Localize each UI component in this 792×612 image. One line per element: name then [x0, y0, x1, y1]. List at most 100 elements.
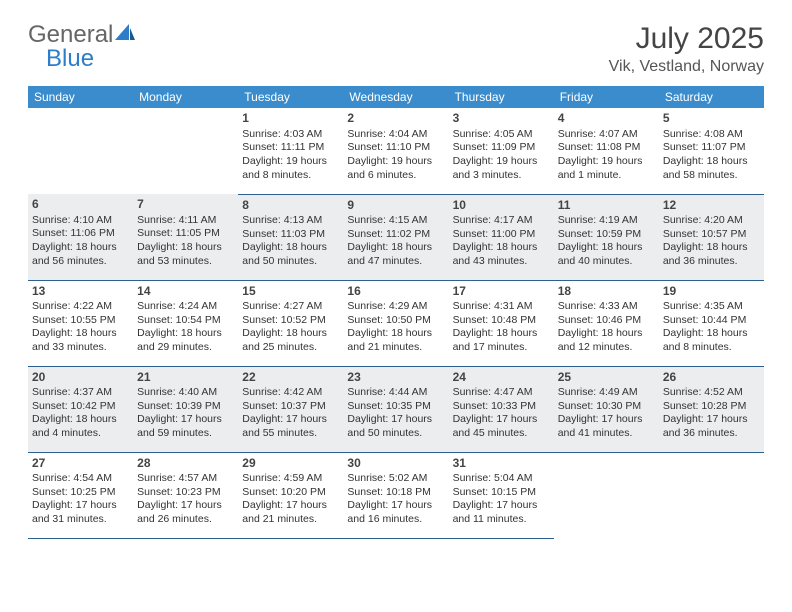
sunrise-text: Sunrise: 4:54 AM	[32, 472, 129, 486]
daylight-text: Daylight: 19 hours and 8 minutes.	[242, 155, 339, 182]
day-header: Tuesday	[238, 86, 343, 108]
sunset-text: Sunset: 11:02 PM	[347, 228, 444, 242]
calendar-empty	[28, 108, 133, 194]
sunset-text: Sunset: 11:11 PM	[242, 141, 339, 155]
calendar-week: 13Sunrise: 4:22 AMSunset: 10:55 PMDaylig…	[28, 280, 764, 366]
sunrise-text: Sunrise: 4:08 AM	[663, 128, 760, 142]
sunrise-text: Sunrise: 4:57 AM	[137, 472, 234, 486]
daylight-text: Daylight: 19 hours and 3 minutes.	[453, 155, 550, 182]
sunrise-text: Sunrise: 4:11 AM	[137, 214, 234, 228]
calendar-empty	[554, 452, 659, 538]
daylight-text: Daylight: 17 hours and 59 minutes.	[137, 413, 234, 440]
calendar-day: 22Sunrise: 4:42 AMSunset: 10:37 PMDaylig…	[238, 366, 343, 452]
calendar-day: 12Sunrise: 4:20 AMSunset: 10:57 PMDaylig…	[659, 194, 764, 280]
sunset-text: Sunset: 10:39 PM	[137, 400, 234, 414]
daylight-text: Daylight: 17 hours and 31 minutes.	[32, 499, 129, 526]
sunset-text: Sunset: 10:37 PM	[242, 400, 339, 414]
day-number: 14	[137, 284, 234, 300]
daylight-text: Daylight: 17 hours and 16 minutes.	[347, 499, 444, 526]
sunrise-text: Sunrise: 4:03 AM	[242, 128, 339, 142]
sunset-text: Sunset: 11:06 PM	[32, 227, 129, 241]
sunset-text: Sunset: 10:50 PM	[347, 314, 444, 328]
calendar-day: 5Sunrise: 4:08 AMSunset: 11:07 PMDayligh…	[659, 108, 764, 194]
calendar-week: 6Sunrise: 4:10 AMSunset: 11:06 PMDayligh…	[28, 194, 764, 280]
day-number: 15	[242, 284, 339, 300]
sunset-text: Sunset: 11:10 PM	[347, 141, 444, 155]
day-header: Wednesday	[343, 86, 448, 108]
sunset-text: Sunset: 10:20 PM	[242, 486, 339, 500]
sunset-text: Sunset: 11:08 PM	[558, 141, 655, 155]
sunset-text: Sunset: 10:55 PM	[32, 314, 129, 328]
day-number: 26	[663, 370, 760, 386]
calendar-day: 9Sunrise: 4:15 AMSunset: 11:02 PMDayligh…	[343, 194, 448, 280]
calendar-week: 27Sunrise: 4:54 AMSunset: 10:25 PMDaylig…	[28, 452, 764, 538]
day-number: 2	[347, 111, 444, 127]
header: General Blue July 2025 Vik, Vestland, No…	[28, 22, 764, 76]
day-number: 22	[242, 370, 339, 386]
sunset-text: Sunset: 10:59 PM	[558, 228, 655, 242]
sunrise-text: Sunrise: 4:42 AM	[242, 386, 339, 400]
daylight-text: Daylight: 18 hours and 47 minutes.	[347, 241, 444, 268]
sunrise-text: Sunrise: 4:29 AM	[347, 300, 444, 314]
calendar-table: SundayMondayTuesdayWednesdayThursdayFrid…	[28, 86, 764, 539]
sunset-text: Sunset: 10:54 PM	[137, 314, 234, 328]
sunset-text: Sunset: 11:07 PM	[663, 141, 760, 155]
day-number: 27	[32, 456, 129, 472]
day-header: Saturday	[659, 86, 764, 108]
daylight-text: Daylight: 17 hours and 11 minutes.	[453, 499, 550, 526]
daylight-text: Daylight: 18 hours and 21 minutes.	[347, 327, 444, 354]
daylight-text: Daylight: 17 hours and 41 minutes.	[558, 413, 655, 440]
sunrise-text: Sunrise: 4:15 AM	[347, 214, 444, 228]
sunrise-text: Sunrise: 4:40 AM	[137, 386, 234, 400]
sunrise-text: Sunrise: 4:24 AM	[137, 300, 234, 314]
calendar-day: 29Sunrise: 4:59 AMSunset: 10:20 PMDaylig…	[238, 452, 343, 538]
sunset-text: Sunset: 10:46 PM	[558, 314, 655, 328]
sunset-text: Sunset: 10:15 PM	[453, 486, 550, 500]
daylight-text: Daylight: 18 hours and 29 minutes.	[137, 327, 234, 354]
day-header: Thursday	[449, 86, 554, 108]
calendar-day: 24Sunrise: 4:47 AMSunset: 10:33 PMDaylig…	[449, 366, 554, 452]
day-number: 17	[453, 284, 550, 300]
calendar-day: 28Sunrise: 4:57 AMSunset: 10:23 PMDaylig…	[133, 452, 238, 538]
sunrise-text: Sunrise: 4:19 AM	[558, 214, 655, 228]
sunrise-text: Sunrise: 4:20 AM	[663, 214, 760, 228]
daylight-text: Daylight: 17 hours and 21 minutes.	[242, 499, 339, 526]
day-number: 29	[242, 456, 339, 472]
daylight-text: Daylight: 17 hours and 55 minutes.	[242, 413, 339, 440]
sunset-text: Sunset: 11:03 PM	[242, 228, 339, 242]
location: Vik, Vestland, Norway	[609, 58, 764, 76]
daylight-text: Daylight: 17 hours and 50 minutes.	[347, 413, 444, 440]
logo-word-general: General	[28, 21, 113, 48]
day-number: 19	[663, 284, 760, 300]
sunrise-text: Sunrise: 4:59 AM	[242, 472, 339, 486]
sunrise-text: Sunrise: 4:22 AM	[32, 300, 129, 314]
calendar-day: 2Sunrise: 4:04 AMSunset: 11:10 PMDayligh…	[343, 108, 448, 194]
day-header: Friday	[554, 86, 659, 108]
day-number: 9	[347, 198, 444, 214]
daylight-text: Daylight: 18 hours and 4 minutes.	[32, 413, 129, 440]
sunrise-text: Sunrise: 4:33 AM	[558, 300, 655, 314]
calendar-day: 23Sunrise: 4:44 AMSunset: 10:35 PMDaylig…	[343, 366, 448, 452]
calendar-day: 10Sunrise: 4:17 AMSunset: 11:00 PMDaylig…	[449, 194, 554, 280]
sunset-text: Sunset: 11:00 PM	[453, 228, 550, 242]
day-number: 21	[137, 370, 234, 386]
day-number: 1	[242, 111, 339, 127]
sunset-text: Sunset: 11:05 PM	[137, 227, 234, 241]
month-title: July 2025	[609, 22, 764, 56]
daylight-text: Daylight: 18 hours and 40 minutes.	[558, 241, 655, 268]
day-number: 10	[453, 198, 550, 214]
sunrise-text: Sunrise: 4:17 AM	[453, 214, 550, 228]
calendar-day: 25Sunrise: 4:49 AMSunset: 10:30 PMDaylig…	[554, 366, 659, 452]
logo-text: General Blue	[28, 22, 135, 71]
daylight-text: Daylight: 18 hours and 12 minutes.	[558, 327, 655, 354]
day-number: 24	[453, 370, 550, 386]
day-number: 31	[453, 456, 550, 472]
logo-sail-icon	[115, 24, 135, 42]
calendar-week: 20Sunrise: 4:37 AMSunset: 10:42 PMDaylig…	[28, 366, 764, 452]
sunrise-text: Sunrise: 4:44 AM	[347, 386, 444, 400]
day-number: 3	[453, 111, 550, 127]
daylight-text: Daylight: 18 hours and 25 minutes.	[242, 327, 339, 354]
daylight-text: Daylight: 18 hours and 17 minutes.	[453, 327, 550, 354]
logo: General Blue	[28, 22, 135, 71]
calendar-day: 3Sunrise: 4:05 AMSunset: 11:09 PMDayligh…	[449, 108, 554, 194]
